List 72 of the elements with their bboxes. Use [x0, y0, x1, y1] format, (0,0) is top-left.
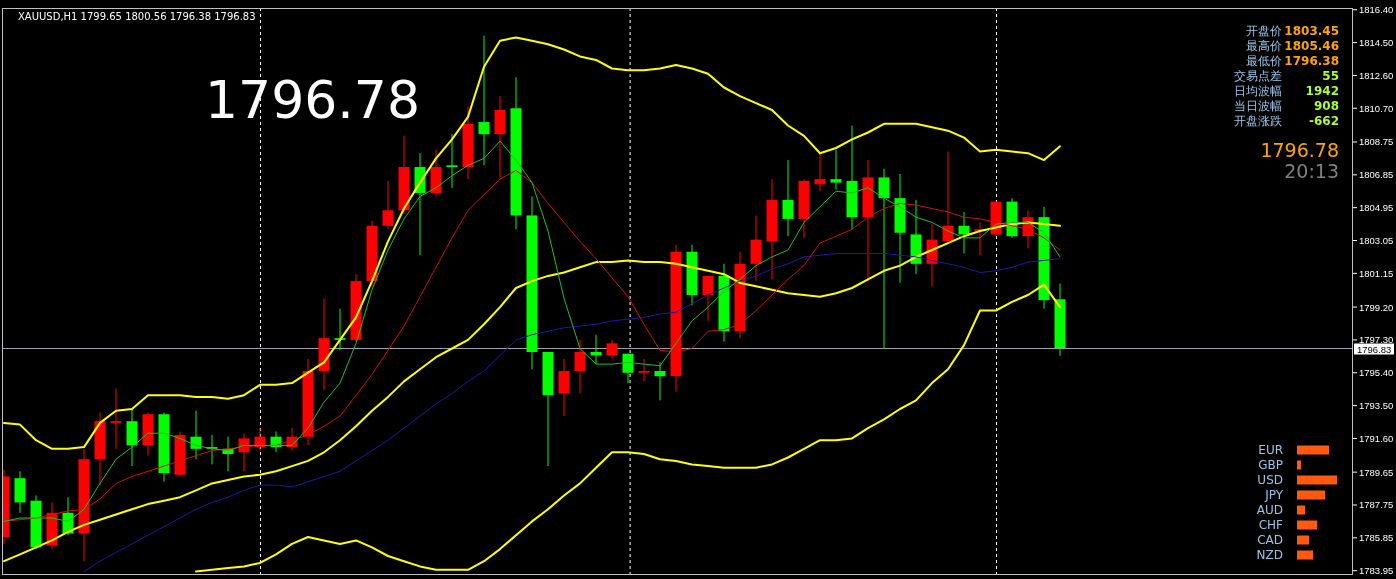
y-tick-label: 1789.65	[1359, 466, 1394, 478]
text: 1805.46	[1284, 39, 1339, 53]
text: 开盘价	[1246, 24, 1282, 38]
y-tick-label: EUR	[1258, 443, 1283, 457]
y-tick-label: 1810.70	[1359, 102, 1394, 114]
line-series	[3, 36, 1061, 450]
text: 当日波幅	[1234, 99, 1282, 113]
bar	[1297, 460, 1301, 470]
candlestick	[446, 133, 458, 189]
candlestick	[830, 149, 842, 191]
y-tick-label: 1812.60	[1359, 69, 1394, 81]
text: 交易点差	[1234, 69, 1282, 83]
text: -662	[1308, 114, 1339, 128]
text: 1796.78	[1260, 139, 1339, 161]
y-tick-label: USD	[1257, 473, 1283, 487]
bar	[1297, 535, 1309, 545]
y-tick-label: AUD	[1256, 503, 1283, 517]
y-tick-label: NZD	[1256, 548, 1283, 562]
line-series	[83, 253, 1061, 572]
candlestick	[334, 308, 346, 351]
text: 20:13	[1284, 160, 1339, 182]
y-tick-label: 1814.50	[1359, 37, 1394, 49]
line-series	[195, 283, 1061, 573]
bar	[1297, 475, 1337, 485]
bar	[1297, 550, 1313, 560]
candlestick	[878, 168, 890, 350]
y-tick-label: 1791.60	[1359, 432, 1394, 444]
chart-title: XAUUSD,H1 1799.65 1800.56 1796.38 1796.83	[18, 11, 256, 22]
y-tick-label: 1797.30	[1359, 334, 1394, 346]
y-tick-label: 1795.40	[1359, 367, 1394, 379]
text: 开盘涨跌	[1234, 114, 1282, 128]
y-tick-label: 1803.05	[1359, 235, 1394, 246]
y-tick-label: CHF	[1258, 518, 1284, 532]
ref-line-label: 1796.83	[1357, 343, 1392, 355]
y-tick-label: CAD	[1257, 533, 1283, 547]
text: 55	[1322, 69, 1339, 83]
candlestick	[958, 211, 970, 254]
bar	[1297, 520, 1317, 530]
y-tick-label: GBP	[1258, 458, 1283, 472]
candlestick	[782, 159, 794, 237]
bar	[1297, 490, 1325, 500]
text: 1942	[1305, 84, 1339, 98]
y-tick-label: 1787.75	[1359, 499, 1394, 511]
y-tick-label: 1806.85	[1359, 169, 1394, 181]
text: 最低价	[1246, 54, 1282, 68]
candlestick	[558, 358, 570, 417]
bar	[1297, 445, 1329, 455]
y-tick-label: 1808.75	[1359, 136, 1394, 148]
y-tick-label: JPY	[1264, 488, 1284, 502]
annotation: 1796.78	[205, 70, 421, 130]
y-tick-label: 1801.15	[1359, 267, 1394, 279]
y-tick-label: 1799.20	[1359, 301, 1394, 313]
candlestick	[638, 358, 650, 382]
text: 日均波幅	[1234, 84, 1282, 98]
bar	[1297, 505, 1305, 515]
y-tick-label: 1804.95	[1359, 202, 1394, 214]
candlestick	[382, 180, 394, 230]
candlestick	[606, 339, 618, 360]
y-tick-label: 1793.50	[1359, 400, 1394, 412]
y-tick-label: 1816.40	[1359, 4, 1394, 16]
candlestick	[702, 275, 714, 322]
text: 908	[1313, 99, 1339, 113]
candlestick	[110, 387, 122, 450]
y-tick-label: 1785.85	[1359, 532, 1394, 544]
text: 1803.45	[1284, 24, 1339, 38]
candlestick	[654, 361, 666, 401]
candlestick	[814, 152, 826, 192]
candlestick	[478, 35, 490, 166]
candlestick	[574, 339, 586, 394]
y-tick-label: 1783.95	[1359, 565, 1394, 577]
text: 1796.38	[1284, 54, 1339, 68]
text: 最高价	[1246, 39, 1282, 53]
